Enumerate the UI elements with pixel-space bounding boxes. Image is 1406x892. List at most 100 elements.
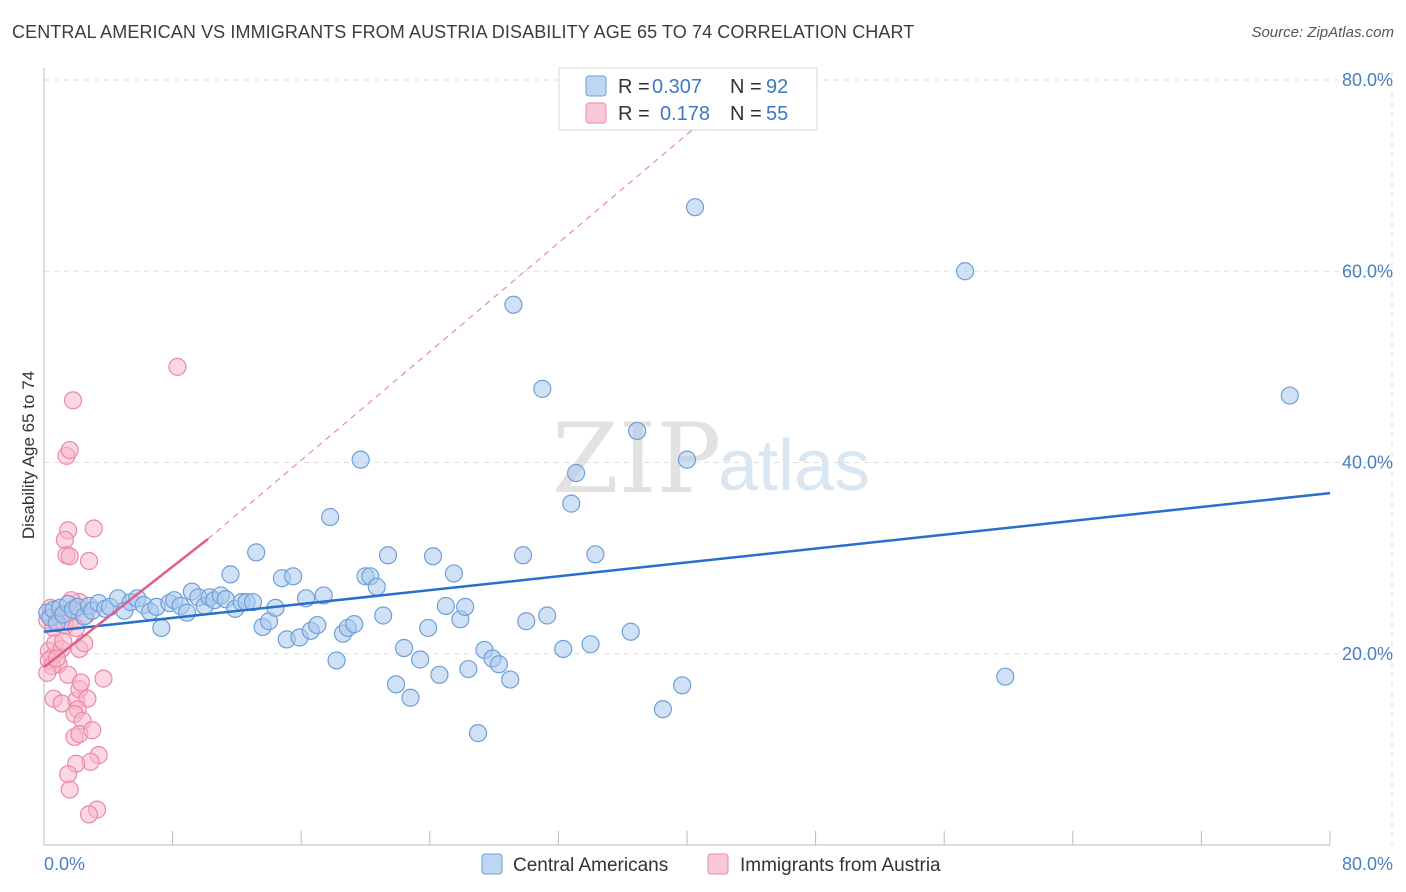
central-americans-point-91 xyxy=(653,700,672,719)
central-americans-point-65 xyxy=(411,650,430,669)
central-americans-point-74 xyxy=(468,724,488,743)
central-americans-point-66 xyxy=(419,618,438,638)
y-tick-labels: 20.0% 40.0% 60.0% 80.0% xyxy=(1342,70,1393,664)
central-americans-point-81 xyxy=(517,612,536,631)
central-americans-point-77 xyxy=(489,655,509,674)
central-americans-point-50 xyxy=(314,586,333,605)
legend-swatch-pink xyxy=(585,102,607,124)
legend-top: R = 0.307 N = 92 R = 0.178 N = 55 xyxy=(558,67,818,131)
chart-source: Source: ZipAtlas.com xyxy=(1251,24,1394,41)
austria-point-46 xyxy=(59,765,78,784)
central-americans-point-38 xyxy=(243,593,263,612)
trend-lines xyxy=(43,79,1331,669)
trend-line-austria xyxy=(43,538,209,669)
watermark-atlas: atlas xyxy=(718,426,870,506)
central-americans-point-78 xyxy=(501,670,520,689)
x-tick-labels: 0.0% 80.0% xyxy=(44,854,1393,874)
austria-point-19 xyxy=(54,632,73,651)
austria-point-17 xyxy=(38,663,57,682)
y-tick-label-3: 80.0% xyxy=(1342,70,1393,90)
central-americans-point-62 xyxy=(386,675,406,694)
austria-point-26 xyxy=(60,547,79,566)
central-americans-point-22 xyxy=(152,618,171,638)
central-americans-point-92 xyxy=(673,676,692,695)
central-americans-point-96 xyxy=(996,667,1015,686)
series-austria-points xyxy=(38,357,187,824)
austria-point-50 xyxy=(94,669,113,688)
central-americans-point-88 xyxy=(586,545,605,564)
x-tick-label-0: 0.0% xyxy=(44,854,85,874)
bottom-legend-swatch-pink xyxy=(707,853,729,875)
legend-r-label-pink: R = xyxy=(618,103,650,125)
central-americans-point-73 xyxy=(459,659,478,679)
y-tick-label-0: 20.0% xyxy=(1342,644,1393,664)
y-tick-label-2: 60.0% xyxy=(1342,261,1393,281)
central-americans-point-97 xyxy=(1280,386,1299,405)
austria-point-47 xyxy=(60,780,79,799)
axes xyxy=(43,68,1331,846)
trend-line-central-americans xyxy=(43,491,1331,633)
austria-point-31 xyxy=(79,551,99,571)
austria-point-54 xyxy=(71,673,91,692)
central-americans-point-60 xyxy=(374,606,393,625)
x-tick-label-1: 80.0% xyxy=(1342,854,1393,874)
legend-bottom: Central Americans Immigrants from Austri… xyxy=(481,853,941,876)
legend-n-label-pink: N = xyxy=(730,103,762,125)
central-americans-point-94 xyxy=(685,198,705,217)
central-americans-point-69 xyxy=(436,596,455,616)
austria-point-21 xyxy=(60,440,79,460)
central-americans-point-61 xyxy=(378,546,398,565)
grid xyxy=(44,72,1393,845)
legend-n-value-blue: 92 xyxy=(766,76,788,98)
central-americans-point-90 xyxy=(628,421,647,441)
central-americans-point-63 xyxy=(394,638,414,658)
central-americans-point-45 xyxy=(284,567,303,586)
central-americans-point-59 xyxy=(367,577,386,596)
central-americans-point-83 xyxy=(538,606,557,625)
central-americans-point-87 xyxy=(581,635,600,654)
central-americans-point-68 xyxy=(430,665,449,684)
bottom-legend-swatch-blue xyxy=(481,853,503,875)
y-tick-label-1: 40.0% xyxy=(1342,453,1393,473)
central-americans-point-49 xyxy=(308,615,327,635)
y-axis-label: Disability Age 65 to 74 xyxy=(19,371,38,539)
central-americans-point-51 xyxy=(321,507,340,527)
austria-point-53 xyxy=(52,694,71,713)
legend-r-value-blue: 0.307 xyxy=(652,76,702,98)
central-americans-point-67 xyxy=(423,547,443,566)
central-americans-point-26 xyxy=(177,603,197,622)
central-americans-point-70 xyxy=(444,564,464,583)
trend-line-austria-extension xyxy=(207,79,752,540)
central-americans-point-85 xyxy=(562,494,581,513)
central-americans-point-64 xyxy=(401,688,420,707)
austria-point-51 xyxy=(168,357,187,376)
legend-n-label-blue: N = xyxy=(730,76,762,98)
central-americans-point-34 xyxy=(221,565,240,584)
legend-n-value-pink: 55 xyxy=(766,103,788,125)
central-americans-point-82 xyxy=(533,379,552,398)
central-americans-point-52 xyxy=(327,651,346,670)
bottom-legend-label-austria: Immigrants from Austria xyxy=(740,855,941,876)
central-americans-point-55 xyxy=(345,615,364,634)
central-americans-point-72 xyxy=(456,597,475,616)
central-americans-point-95 xyxy=(955,262,975,281)
austria-point-24 xyxy=(55,530,74,550)
central-americans-point-84 xyxy=(554,639,573,659)
austria-point-22 xyxy=(63,391,83,410)
bottom-legend-label-central-americans: Central Americans xyxy=(513,855,668,876)
austria-point-32 xyxy=(84,519,103,538)
central-americans-point-56 xyxy=(351,450,370,469)
legend-swatch-blue xyxy=(585,75,607,97)
chart-title: CENTRAL AMERICAN VS IMMIGRANTS FROM AUST… xyxy=(12,22,915,42)
central-americans-point-39 xyxy=(247,543,266,562)
central-americans-point-79 xyxy=(504,295,523,314)
series-central-americans-points xyxy=(38,198,1299,743)
central-americans-point-80 xyxy=(513,546,533,565)
watermark: ZIP atlas xyxy=(552,403,870,515)
legend-r-label-blue: R = xyxy=(618,76,650,98)
central-americans-point-89 xyxy=(621,622,640,641)
central-americans-point-93 xyxy=(677,450,697,469)
austria-point-49 xyxy=(79,805,99,824)
central-americans-point-86 xyxy=(566,463,586,483)
